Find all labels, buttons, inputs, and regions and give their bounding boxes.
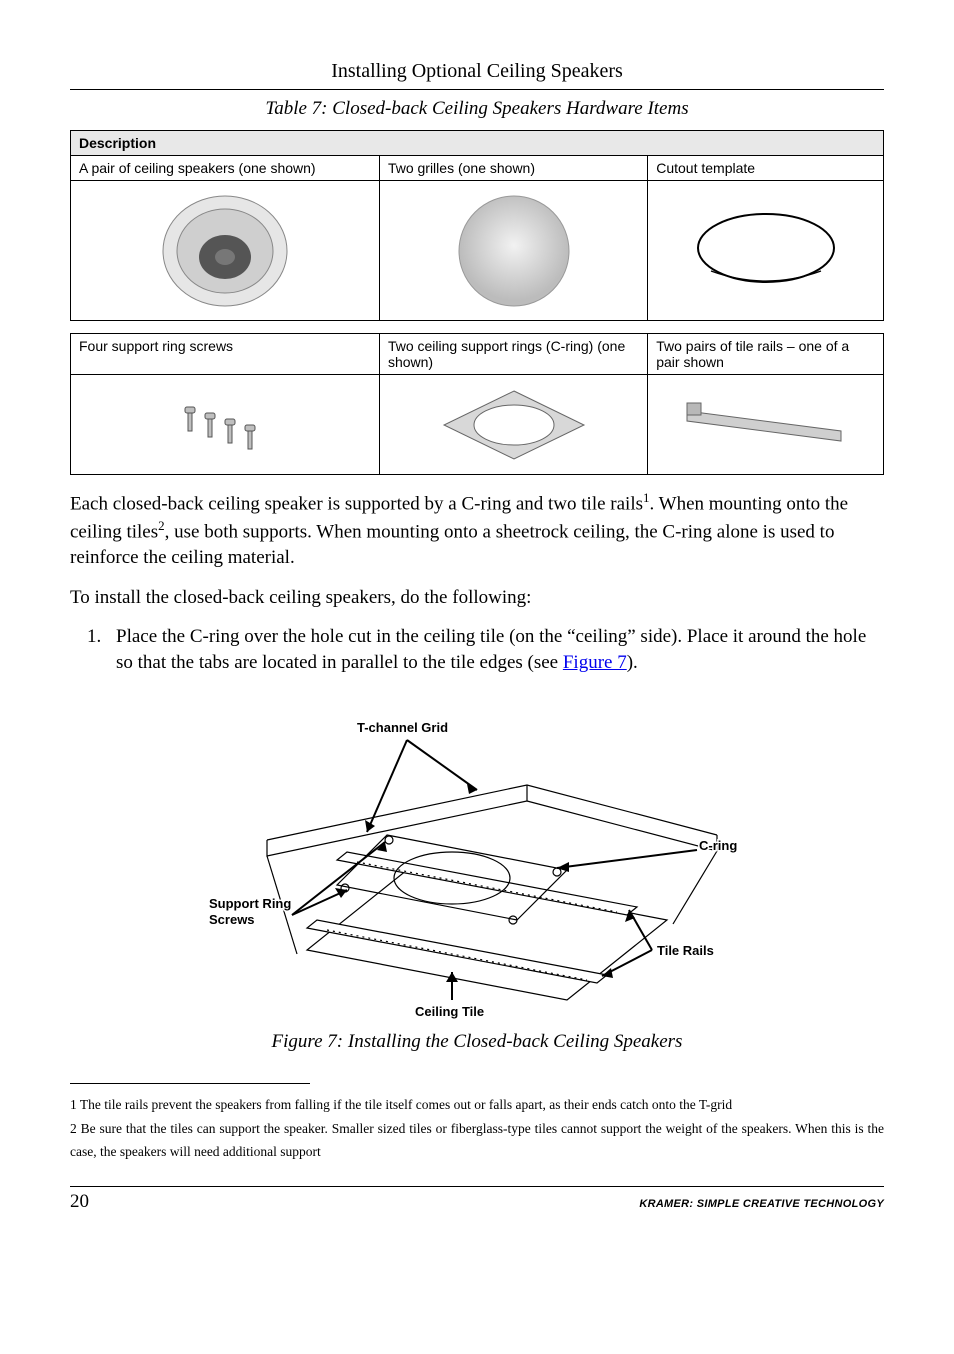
grille-icon <box>449 191 579 311</box>
cell-grilles-label: Two grilles (one shown) <box>379 156 647 181</box>
cell-rails-image <box>648 375 884 475</box>
cutout-template-icon <box>691 206 841 296</box>
list-item: Place the C-ring over the hole cut in th… <box>106 624 884 675</box>
figure-diagram: T-channel Grid C-ring Support Ring Screw… <box>197 690 757 1020</box>
figure-link[interactable]: Figure 7 <box>563 652 627 673</box>
li1-a: Place the C-ring over the hole cut in th… <box>116 626 866 673</box>
table-caption: Table 7: Closed-back Ceiling Speakers Ha… <box>70 98 884 120</box>
cell-template-image <box>648 181 884 321</box>
screws-icon <box>170 395 280 455</box>
footer-separator <box>70 1186 884 1187</box>
install-steps: Place the C-ring over the hole cut in th… <box>70 624 884 675</box>
p1-part-a: Each closed-back ceiling speaker is supp… <box>70 493 643 514</box>
label-screws-l1: Support Ring <box>209 896 291 911</box>
running-header: Installing Optional Ceiling Speakers <box>70 60 884 90</box>
label-cring: C-ring <box>699 838 737 853</box>
speaker-icon <box>150 191 300 311</box>
cell-cring-label: Two ceiling support rings (C-ring) (one … <box>379 334 647 375</box>
paragraph-2: To install the closed-back ceiling speak… <box>70 585 884 611</box>
label-tilerails: Tile Rails <box>657 943 714 958</box>
p1-part-c: , use both supports. When mounting onto … <box>70 521 834 568</box>
figure-caption: Figure 7: Installing the Closed-back Cei… <box>70 1031 884 1053</box>
cell-screws-image <box>71 375 380 475</box>
figure-7: T-channel Grid C-ring Support Ring Screw… <box>70 690 884 1025</box>
page-footer: 20 KRAMER: SIMPLE CREATIVE TECHNOLOGY <box>70 1191 884 1213</box>
cring-icon <box>434 385 594 465</box>
table-row <box>71 181 884 321</box>
label-ceilingtile: Ceiling Tile <box>415 1004 484 1019</box>
footnote-separator <box>70 1083 310 1084</box>
li1-b: ). <box>627 652 638 673</box>
cell-cring-image <box>379 375 647 475</box>
paragraph-1: Each closed-back ceiling speaker is supp… <box>70 489 884 571</box>
hardware-table-2: Four support ring screws Two ceiling sup… <box>70 333 884 475</box>
hardware-table: Description A pair of ceiling speakers (… <box>70 130 884 321</box>
footer-brand: KRAMER: SIMPLE CREATIVE TECHNOLOGY <box>639 1198 884 1210</box>
label-tgrid: T-channel Grid <box>357 720 448 735</box>
page-number: 20 <box>70 1191 89 1213</box>
table-header: Description <box>71 131 884 156</box>
footnote-1: 1 The tile rails prevent the speakers fr… <box>70 1094 884 1117</box>
cell-rails-label: Two pairs of tile rails – one of a pair … <box>648 334 884 375</box>
table-row: A pair of ceiling speakers (one shown) T… <box>71 156 884 181</box>
table-row: Four support ring screws Two ceiling sup… <box>71 334 884 375</box>
cell-screws-label: Four support ring screws <box>71 334 380 375</box>
cell-grille-image <box>379 181 647 321</box>
label-screws-l2: Screws <box>209 912 255 927</box>
table-header-row: Description <box>71 131 884 156</box>
cell-template-label: Cutout template <box>648 156 884 181</box>
cell-speaker-image <box>71 181 380 321</box>
cell-speakers-label: A pair of ceiling speakers (one shown) <box>71 156 380 181</box>
tile-rail-icon <box>681 395 851 455</box>
section-title: Installing Optional Ceiling Speakers <box>331 60 623 82</box>
table-row <box>71 375 884 475</box>
footnote-2: 2 Be sure that the tiles can support the… <box>70 1118 884 1164</box>
